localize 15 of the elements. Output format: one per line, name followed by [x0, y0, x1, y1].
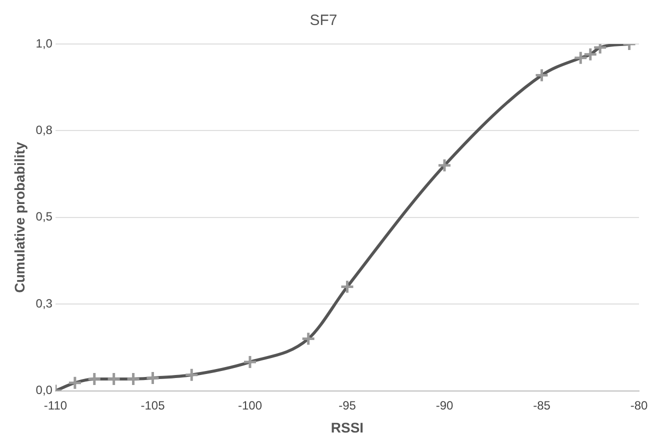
x-axis-title: RSSI [330, 419, 364, 436]
x-tick-label: -100 [238, 398, 262, 412]
y-tick-label: 0,3 [36, 296, 53, 310]
chart-title: SF7 [310, 12, 338, 30]
y-tick-label: 0,5 [36, 210, 53, 224]
y-tick-label: 0,8 [36, 123, 53, 138]
x-tick-label: -90 [436, 398, 454, 412]
x-tick-label: -110 [44, 398, 68, 412]
x-tick-label: -105 [140, 398, 166, 412]
y-tick-label: 0,0 [36, 383, 53, 398]
y-axis-title: Cumulative probability [11, 142, 28, 293]
x-tick-label: -80 [630, 398, 648, 412]
x-tick-label: -85 [533, 398, 551, 412]
y-tick-label: 1,0 [36, 36, 53, 50]
x-tick-label: -95 [338, 398, 356, 412]
